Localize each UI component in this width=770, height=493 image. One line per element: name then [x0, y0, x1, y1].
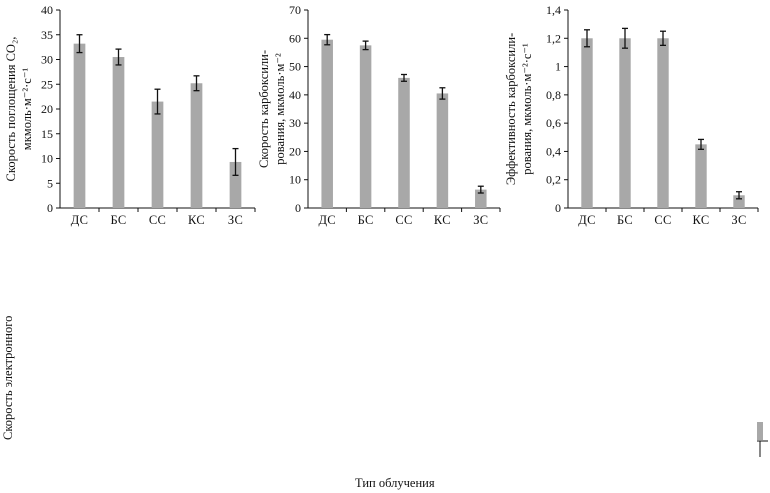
x-tick-label: БС [617, 213, 633, 227]
y-axis-label: рования, мкмоль·м⁻² [273, 53, 287, 165]
lower-right-bar-fragment [757, 422, 763, 440]
x-tick-label: ДС [318, 213, 335, 227]
x-tick-label: СС [654, 213, 671, 227]
y-tick-label: 30 [41, 53, 53, 67]
y-tick-label: 20 [41, 102, 53, 116]
x-tick-label: КС [693, 213, 710, 227]
chart-panel-co2-uptake: 0 5 10 15 20 25 30 35 40 ДС БС СС КС ЗС Скорость погло… [4, 3, 255, 227]
x-tick-label: СС [149, 213, 166, 227]
y-tick-label: 0,2 [546, 173, 561, 187]
x-tick-label: СС [395, 213, 412, 227]
bar-ДС [74, 44, 86, 208]
bar-КС [695, 144, 706, 208]
y-axis-label: Скорость карбоксили- [257, 50, 271, 168]
bar-СС [152, 102, 164, 208]
x-tick-label: КС [188, 213, 205, 227]
y-tick-label: 1,2 [546, 31, 561, 45]
x-tick-label: ЗС [228, 213, 243, 227]
x-tick-label: ДС [71, 213, 88, 227]
bar-СС [398, 78, 410, 208]
y-tick-label: 1,4 [546, 3, 561, 17]
x-tick-label: КС [434, 213, 451, 227]
y-tick-label: 5 [47, 176, 53, 190]
y-tick-label: 25 [41, 77, 53, 91]
bar-БС [113, 57, 125, 208]
bar-ДС [581, 38, 592, 208]
y-axis-label: Эффективность карбоксили- [504, 33, 518, 185]
chart-panel-carboxylation-rate: 0 10 20 30 40 50 60 70 ДС БС СС КС ЗС Скорость карбок… [257, 3, 500, 227]
bar-БС [360, 45, 372, 208]
y-tick-label: 0,6 [546, 116, 561, 130]
x-tick-label: БС [358, 213, 374, 227]
y-tick-label: 20 [289, 144, 301, 158]
y-axis-label: Скорость поглощения CO₂, [4, 37, 18, 182]
y-axis-label: рования, мкмоль·м⁻²·с⁻¹ [520, 43, 534, 175]
x-tick-label: БС [110, 213, 126, 227]
y-tick-label: 0 [47, 201, 53, 215]
figure-canvas: 0510152025303540ДС БС СС КС ЗССкорость погло… [0, 0, 770, 493]
y-tick-label: 70 [289, 3, 301, 17]
y-tick-label: 30 [289, 116, 301, 130]
y-tick-label: 0 [555, 201, 561, 215]
x-tick-label: ЗС [731, 213, 746, 227]
x-tick-label: ЗС [473, 213, 488, 227]
y-tick-label: 10 [41, 152, 53, 166]
y-tick-label: 60 [289, 31, 301, 45]
lower-xlabel-fragment: Тип облучения [355, 476, 435, 490]
y-tick-label: 1 [555, 60, 561, 74]
lower-left-ylabel-fragment: Скорость электронного [1, 316, 15, 440]
y-tick-label: 40 [41, 3, 53, 17]
y-axis-label: мкмоль·м⁻²·с⁻¹ [20, 68, 34, 151]
bar-КС [437, 93, 449, 208]
bar-ДС [321, 40, 333, 208]
y-tick-label: 0,8 [546, 88, 561, 102]
y-tick-label: 40 [289, 88, 301, 102]
y-tick-label: 0,4 [546, 144, 561, 158]
y-tick-label: 10 [289, 173, 301, 187]
x-tick-label: ДС [578, 213, 595, 227]
bar-БС [619, 38, 630, 208]
bar-СС [657, 38, 668, 208]
y-tick-label: 15 [41, 127, 53, 141]
y-tick-label: 50 [289, 60, 301, 74]
bar-КС [191, 83, 203, 208]
chart-panel-carboxylation-efficiency: 0 0,2 0,4 0,6 0,8 1 1,2 1,4 ДС БС СС КС ЗС Эффективно… [504, 3, 758, 227]
y-tick-label: 35 [41, 28, 53, 42]
y-tick-label: 0 [295, 201, 301, 215]
